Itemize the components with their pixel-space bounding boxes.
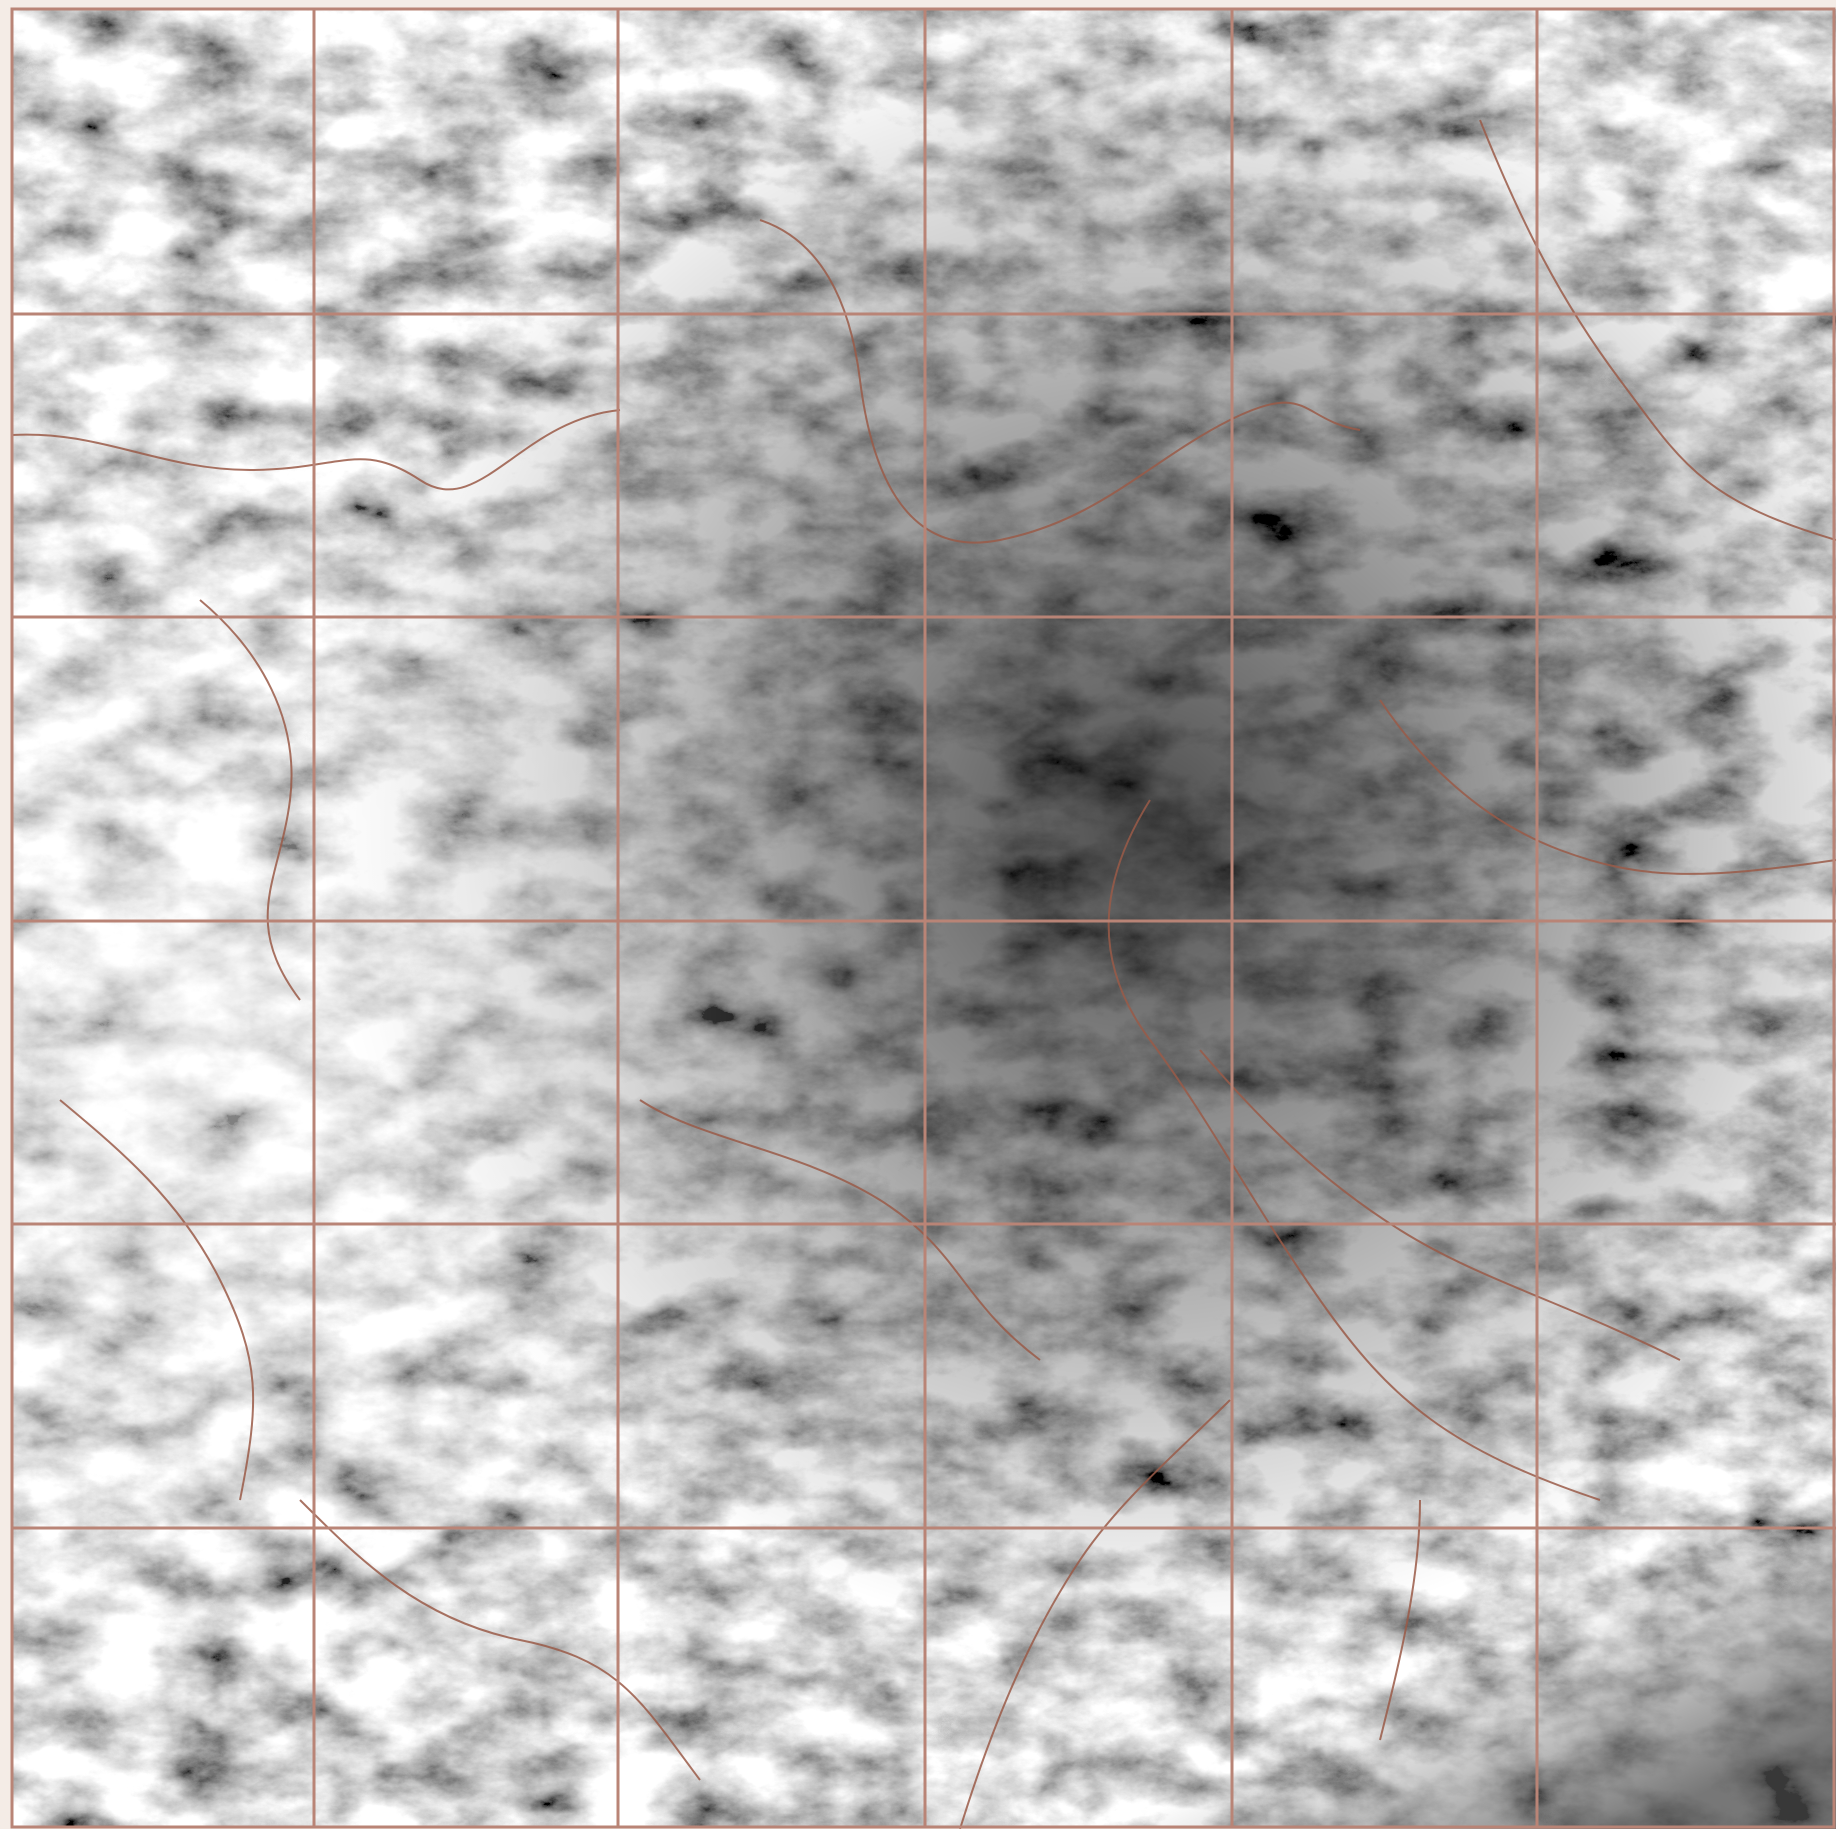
graticule <box>10 7 1836 1829</box>
rivers <box>11 119 1836 1829</box>
